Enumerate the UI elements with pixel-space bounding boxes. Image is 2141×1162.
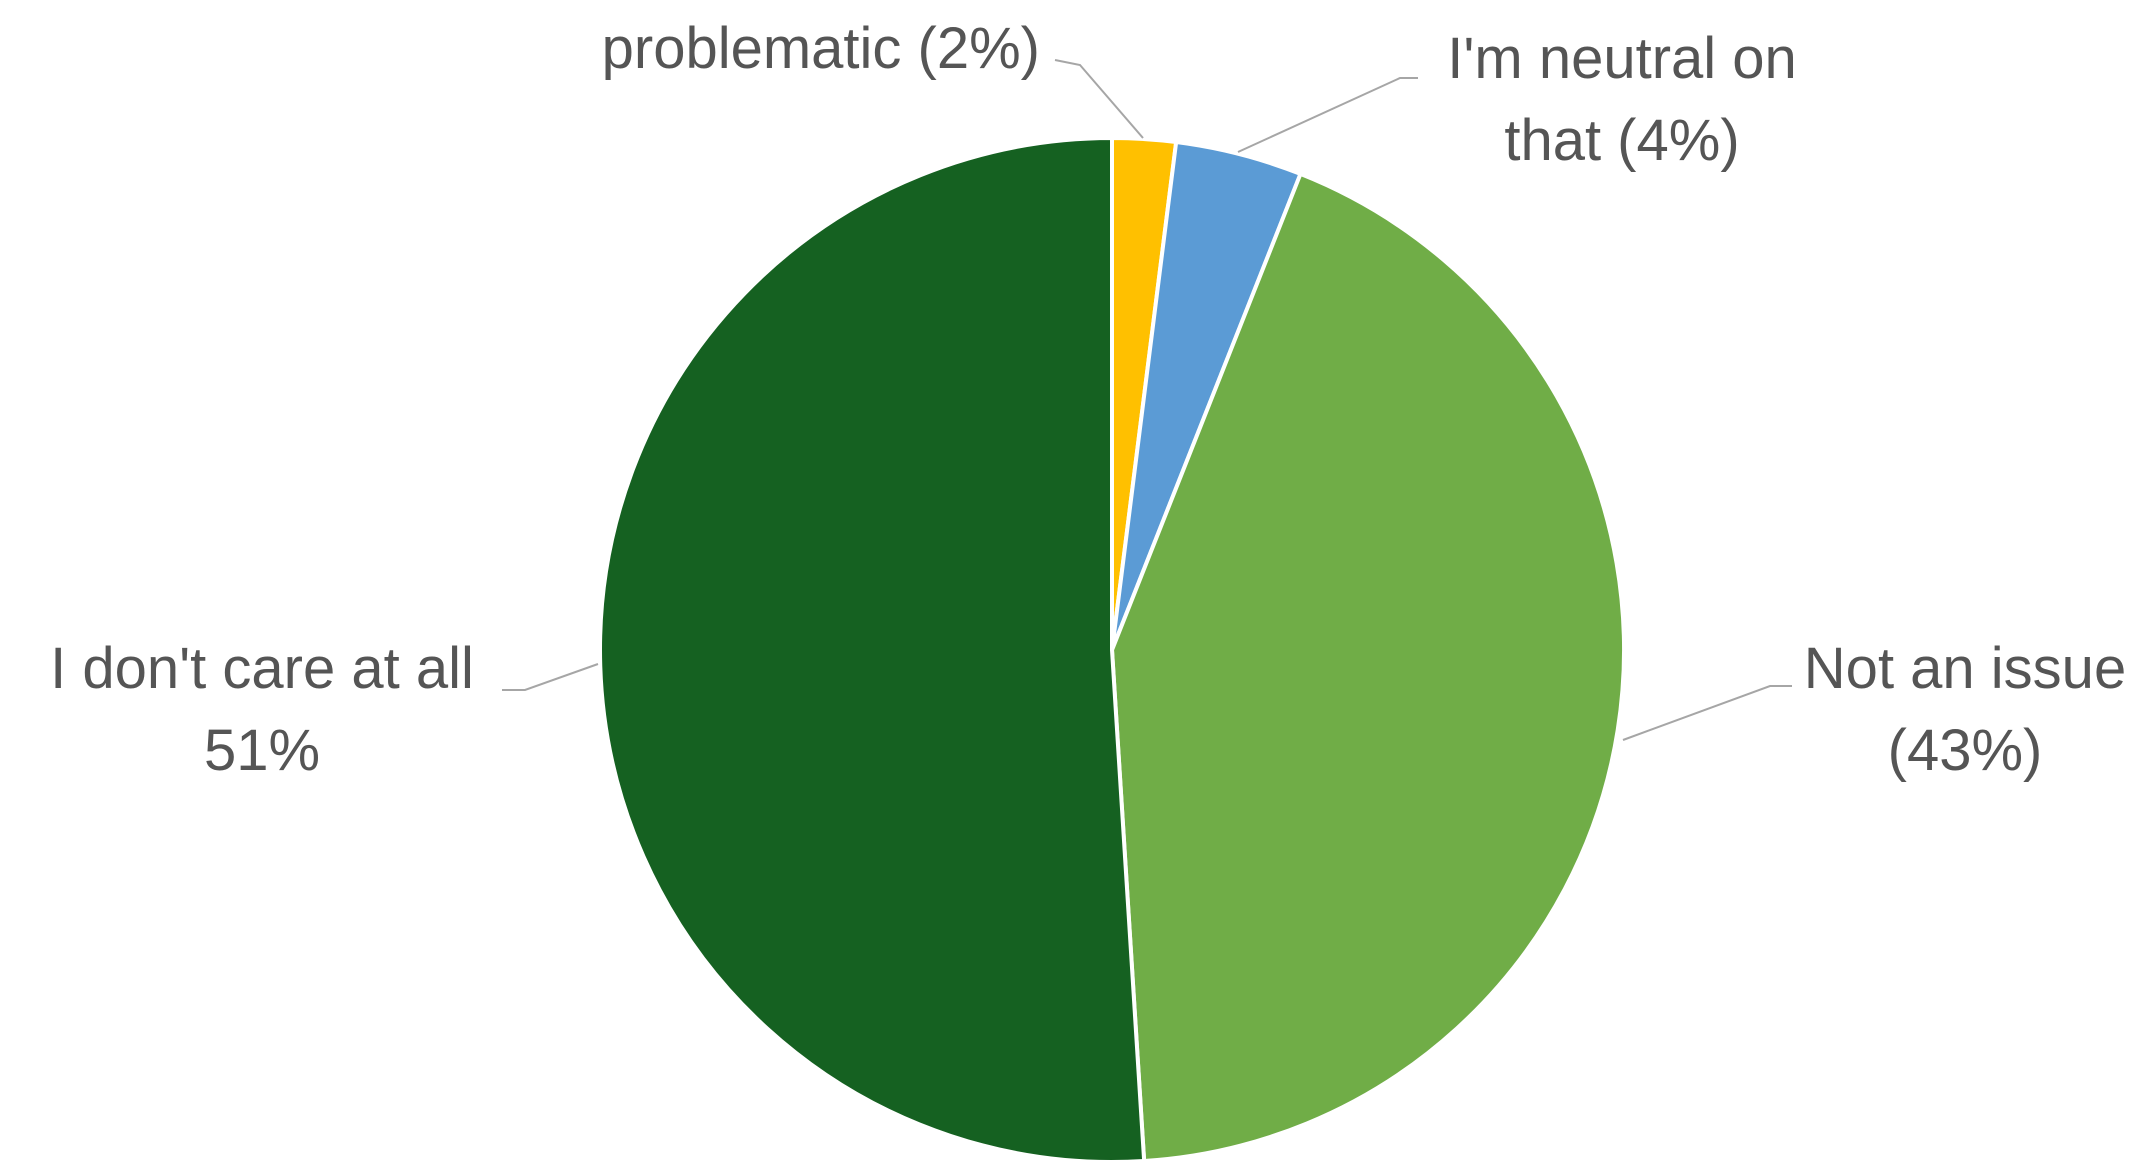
leader-line-problematic xyxy=(1054,59,1144,139)
pie-slices xyxy=(598,136,1626,1162)
slice-labels: problematic (2%) I'm neutral on that (4%… xyxy=(50,16,2126,783)
leader-line-dont-care xyxy=(502,663,599,691)
slice-label-problematic: problematic (2%) xyxy=(602,16,1040,81)
slice-label-neutral-line2: that (4%) xyxy=(1504,108,1739,173)
pie-slice-i-don-t-care-at-all xyxy=(598,136,1147,1162)
leader-line-not-an-issue xyxy=(1622,685,1792,741)
leader-line-neutral xyxy=(1237,77,1418,153)
slice-label-not-an-issue-line1: Not an issue xyxy=(1804,636,2126,701)
pie-slice-not-an-issue xyxy=(1110,171,1626,1162)
slice-label-neutral-line1: I'm neutral on xyxy=(1447,26,1797,91)
leader-lines xyxy=(502,59,1792,741)
slice-label-not-an-issue-line2: (43%) xyxy=(1888,718,2043,783)
slice-label-dont-care-line2: 51% xyxy=(204,718,320,783)
slice-label-dont-care-line1: I don't care at all xyxy=(50,636,474,701)
